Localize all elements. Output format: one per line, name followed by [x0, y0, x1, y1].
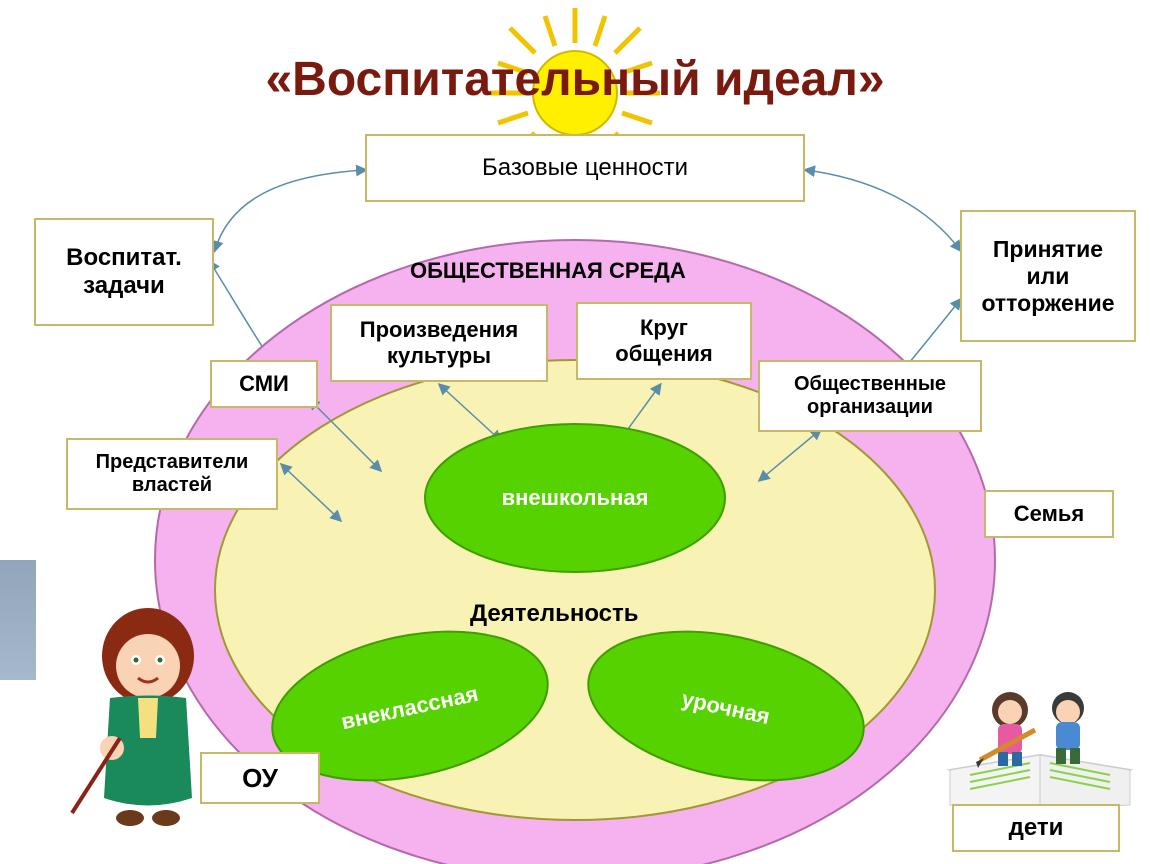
box-ou: ОУ	[200, 752, 320, 804]
authorities-line1: Представители	[96, 451, 249, 474]
bubble-extracurricular: внеклассная	[270, 684, 550, 732]
bubble-extraschool: внешкольная	[425, 474, 725, 522]
tasks-line1: Воспитат.	[66, 244, 182, 272]
ou-text: ОУ	[242, 763, 278, 794]
authorities-line2: властей	[132, 474, 212, 497]
box-culture-works: Произведения культуры	[330, 304, 548, 382]
public-orgs-line1: Общественные	[794, 373, 946, 396]
basic-values-text: Базовые ценности	[482, 154, 688, 182]
box-public-orgs: Общественные организации	[758, 360, 982, 432]
public-orgs-line2: организации	[807, 396, 933, 419]
box-basic-values: Базовые ценности	[365, 134, 805, 202]
main-title: «Воспитательный идеал»	[0, 52, 1150, 107]
tasks-line2: задачи	[83, 272, 165, 300]
extracurricular-text: внеклассная	[339, 681, 481, 735]
activity-label: Деятельность	[470, 600, 639, 628]
acceptance-line3: отторжение	[981, 290, 1114, 317]
box-circle-comm: Круг общения	[576, 302, 752, 380]
acceptance-line1: Принятие	[993, 236, 1103, 263]
diagram-canvas: «Воспитательный идеал» Базовые ценности …	[0, 0, 1150, 864]
social-environment-label: ОБЩЕСТВЕННАЯ СРЕДА	[410, 258, 686, 284]
extraschool-text: внешкольная	[502, 485, 649, 511]
box-acceptance: Принятие или отторжение	[960, 210, 1136, 342]
box-tasks: Воспитат. задачи	[34, 218, 214, 326]
culture-line1: Произведения	[360, 317, 518, 343]
box-children: дети	[952, 804, 1120, 852]
family-text: Семья	[1014, 501, 1084, 527]
box-smi: СМИ	[210, 360, 318, 408]
children-text: дети	[1009, 814, 1064, 842]
children-icon	[940, 660, 1140, 820]
smi-text: СМИ	[239, 371, 289, 397]
box-authorities: Представители властей	[66, 438, 278, 510]
bubble-lesson: урочная	[586, 684, 866, 732]
lesson-text: урочная	[680, 686, 773, 730]
circle-line2: общения	[615, 341, 712, 367]
culture-line2: культуры	[387, 343, 491, 369]
acceptance-line2: или	[1027, 263, 1070, 290]
circle-line1: Круг	[640, 315, 688, 341]
box-family: Семья	[984, 490, 1114, 538]
